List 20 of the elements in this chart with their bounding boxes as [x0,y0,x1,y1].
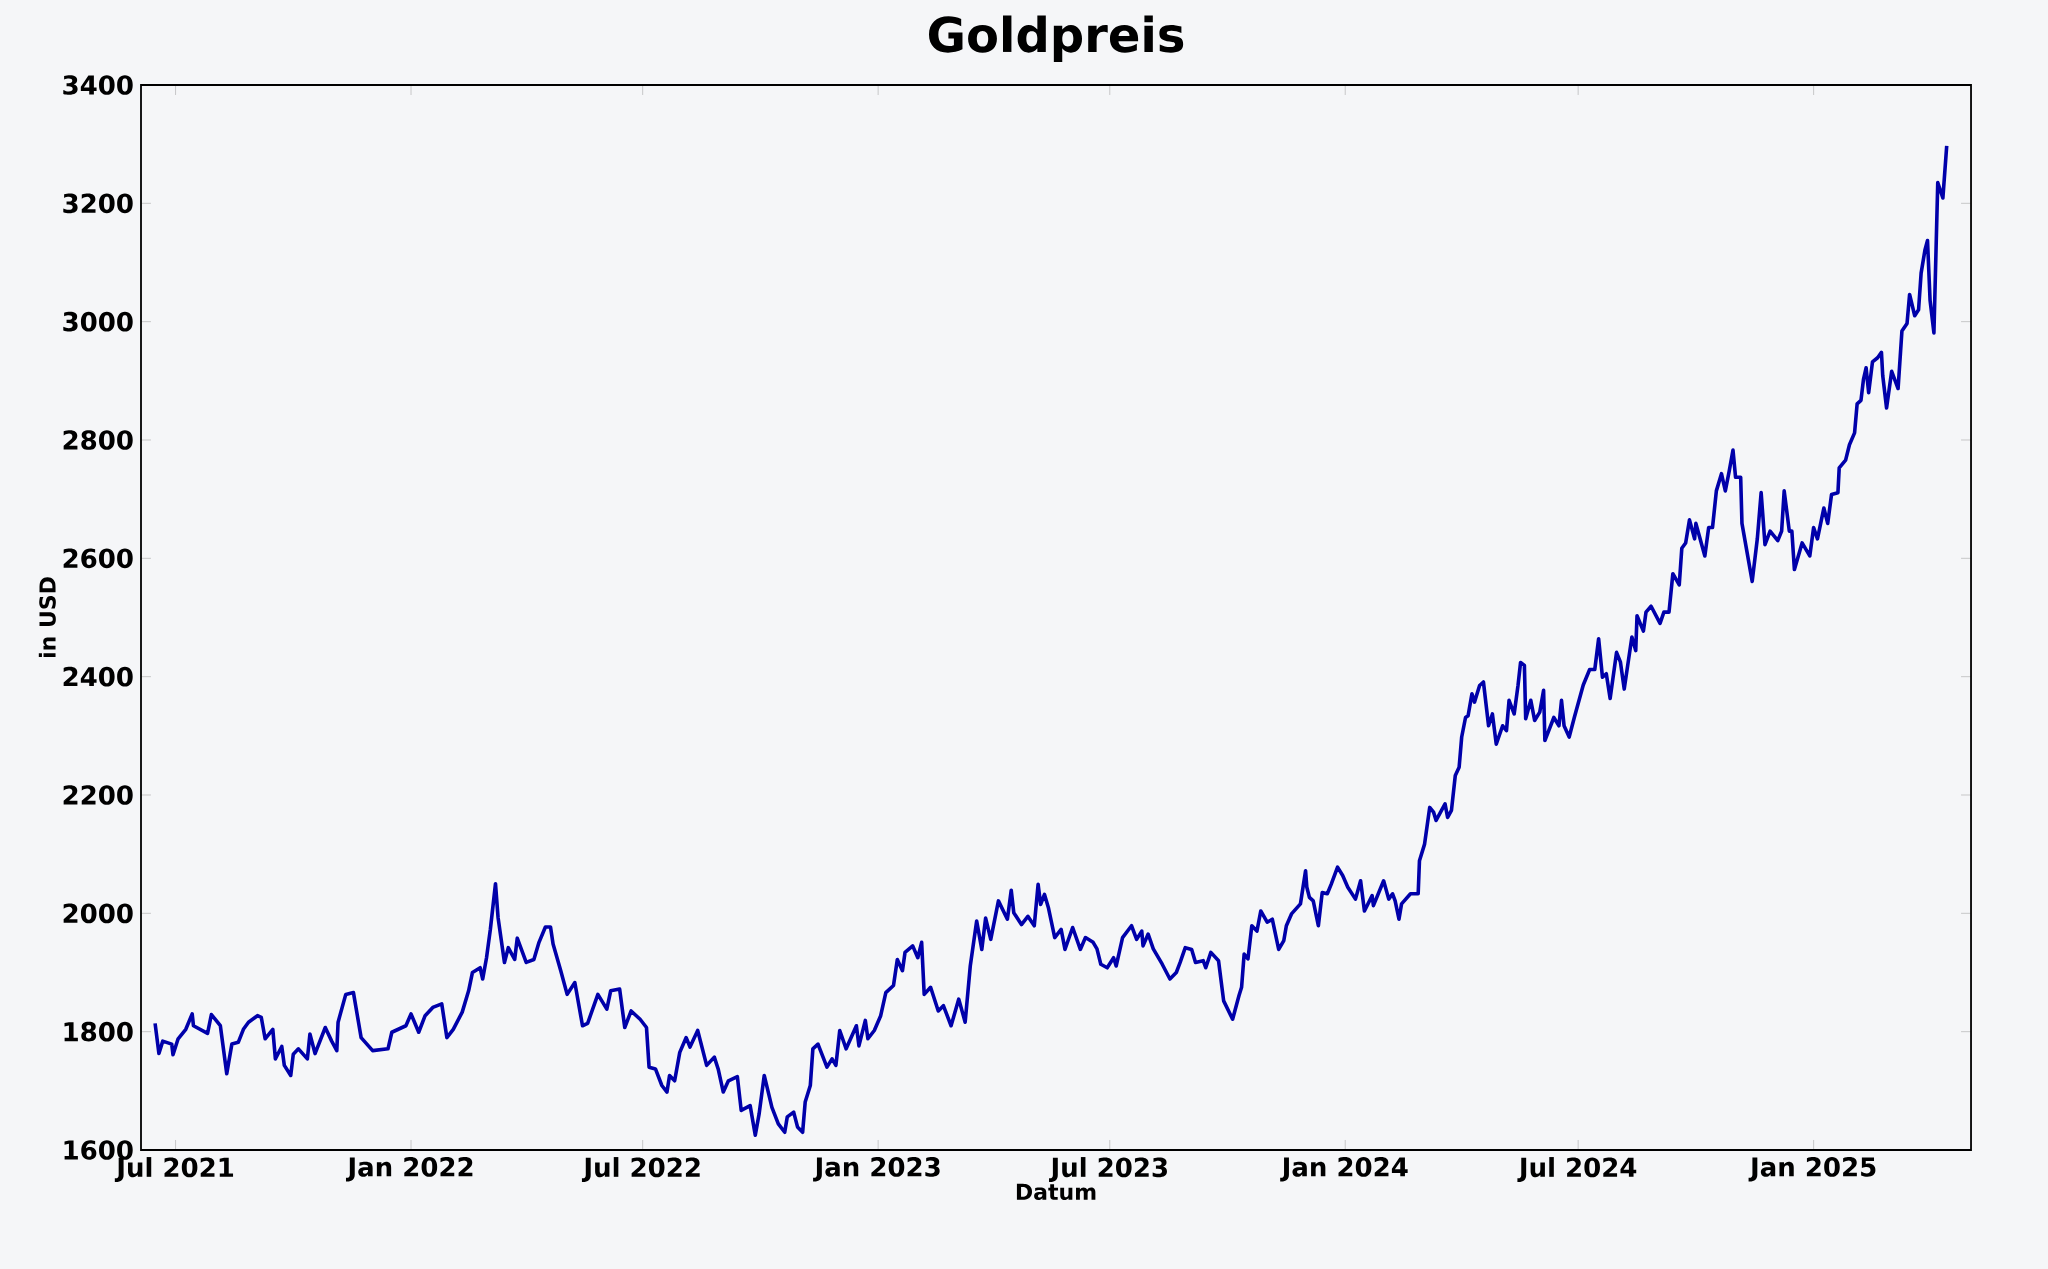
x-tick-label: Jul 2022 [581,1157,700,1183]
y-tick-label: 3000 [63,311,133,332]
x-tick-label: Jan 2023 [813,1157,940,1182]
line-series [153,144,1949,1138]
y-tick-label: 3200 [63,193,133,214]
y-tick-label: 2000 [63,903,133,924]
x-tick-label: Jan 2025 [1748,1157,1876,1182]
y-tick-label: 2200 [63,785,133,805]
y-axis-title: in USD [38,577,56,658]
x-axis-title: Datum [1016,1183,1096,1201]
y-tick-label: 2400 [63,666,133,687]
y-tick-label: 2800 [63,430,133,450]
y-tick-label: 2600 [63,548,133,569]
chart-title: Goldpreis [929,15,1184,62]
y-tick-label: 1800 [64,1021,133,1042]
y-tick-label: 3400 [63,75,133,95]
x-tick-label: Jan 2024 [1280,1157,1408,1182]
x-tick-label: Jul 2024 [1517,1157,1637,1183]
x-tick-label: Jul 2023 [1049,1157,1167,1183]
x-tick-label: Jan 2022 [345,1157,473,1182]
